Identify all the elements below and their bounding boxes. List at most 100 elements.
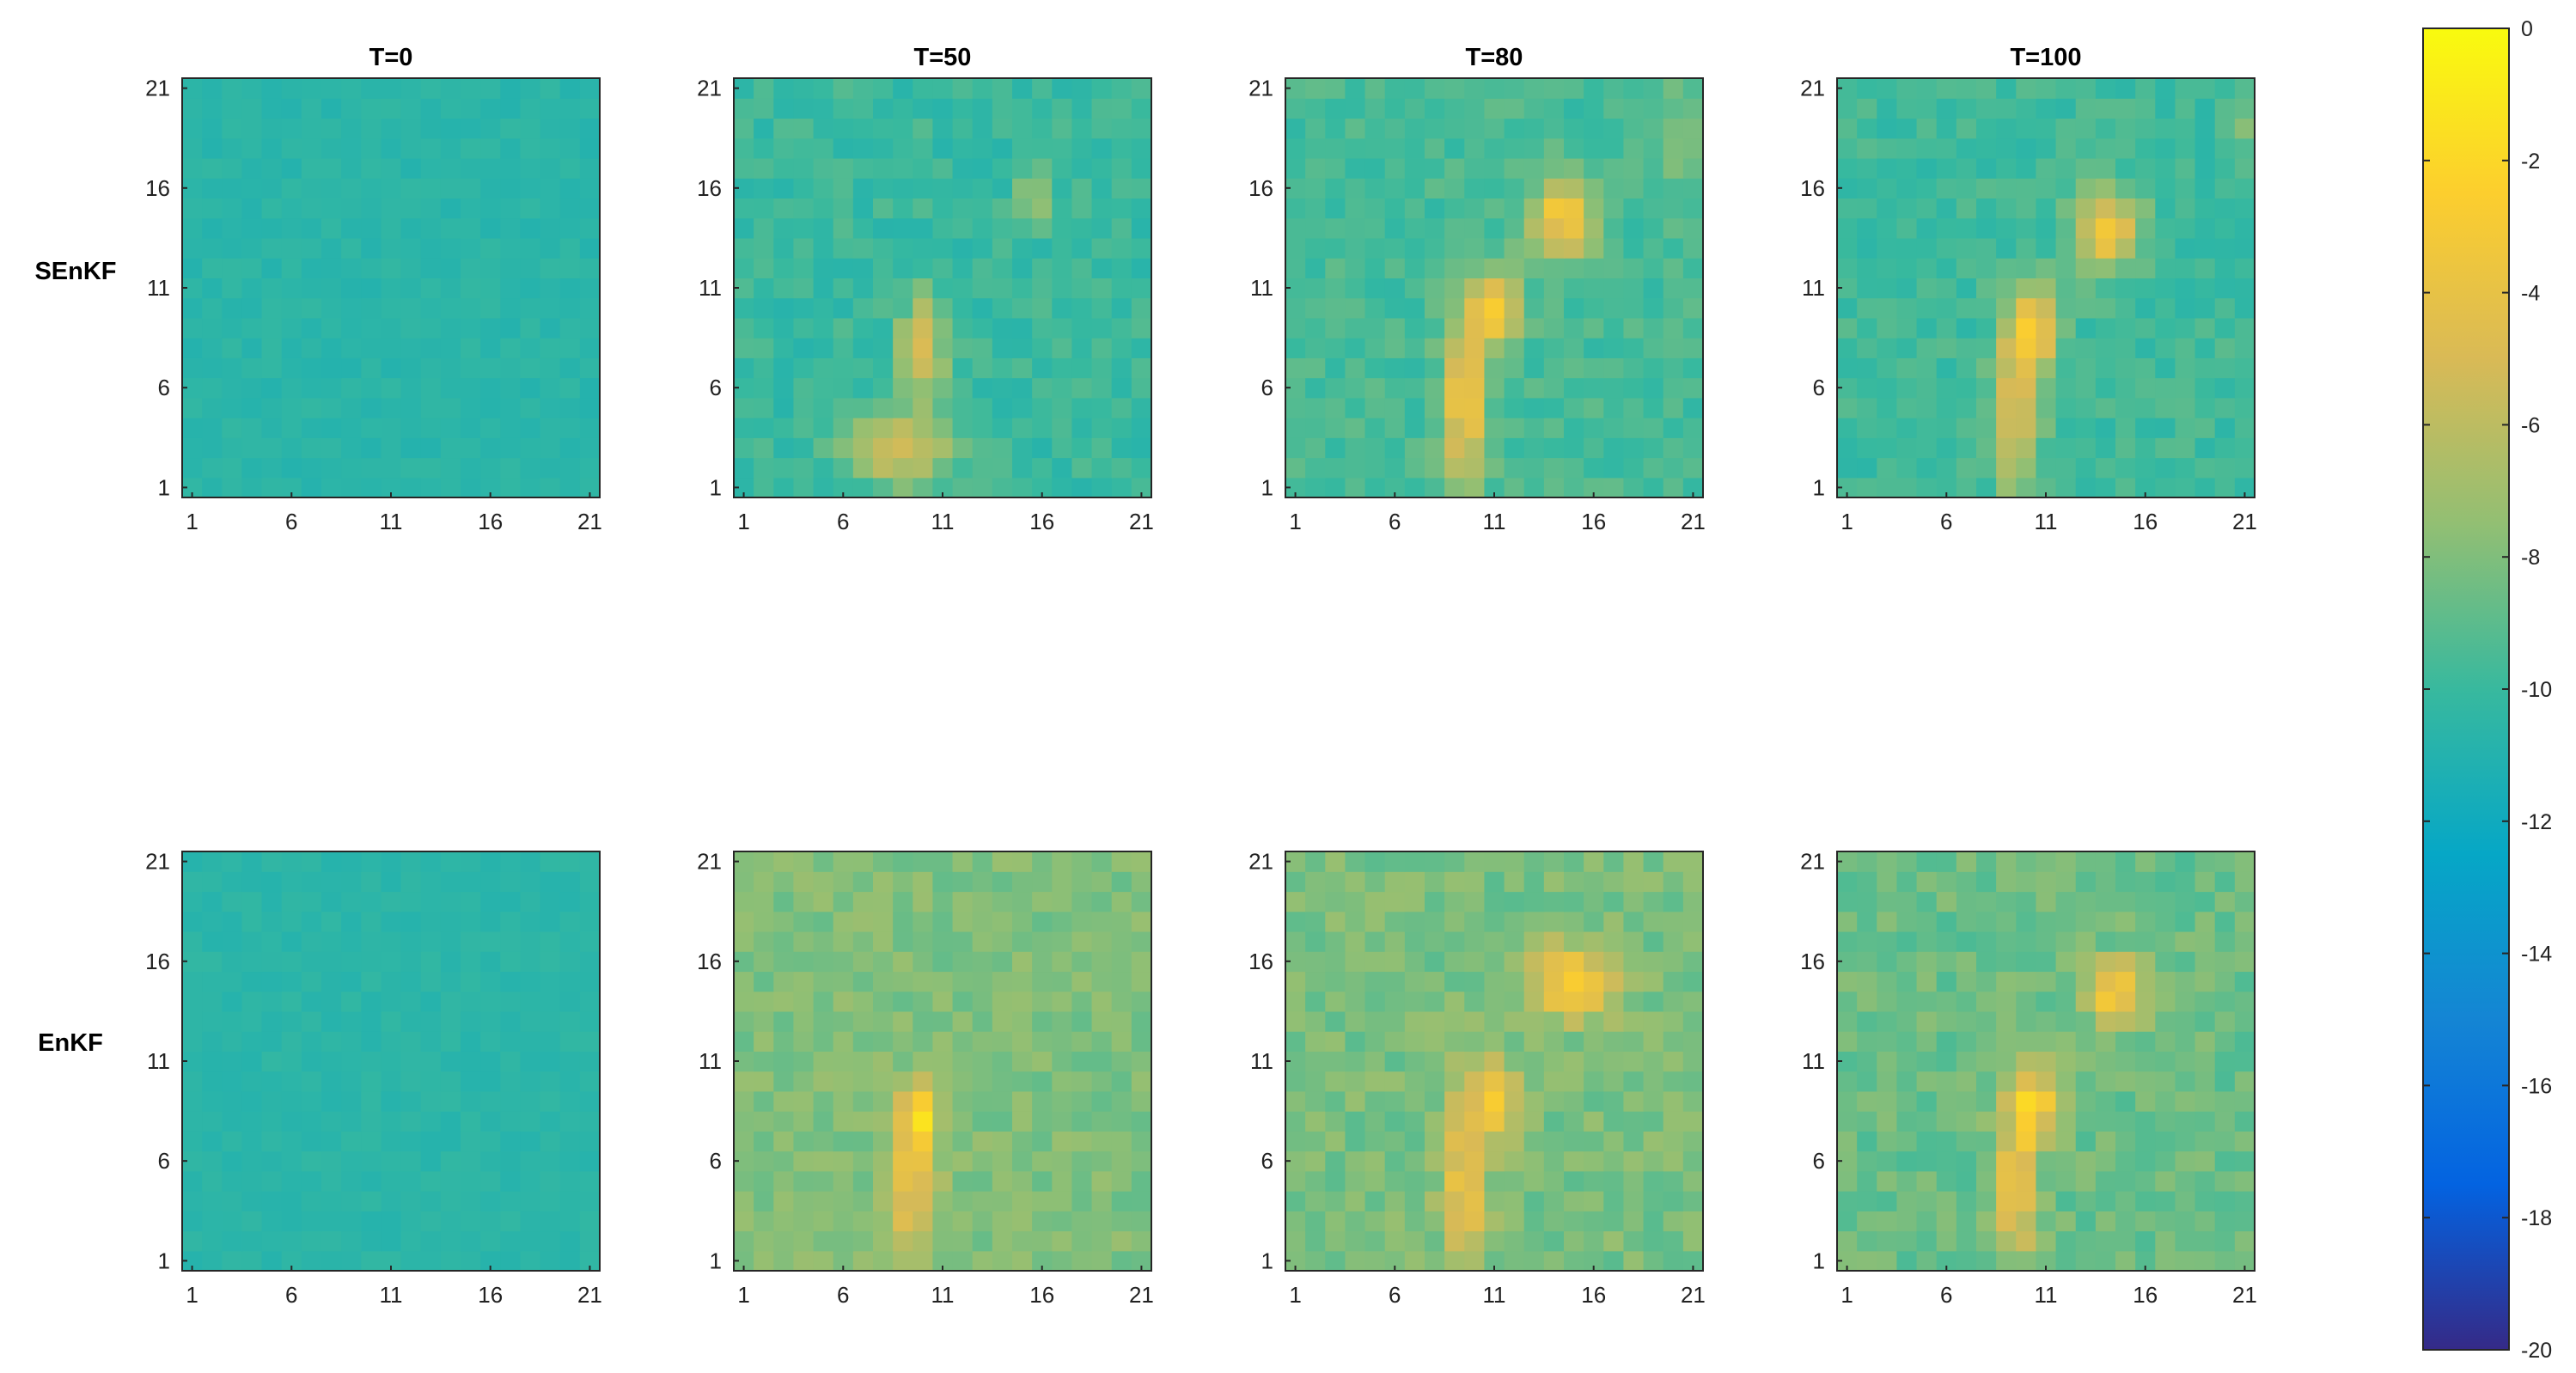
heatmap-cell <box>734 1051 754 1072</box>
heatmap-cell <box>400 851 422 872</box>
heatmap-cell <box>1663 137 1684 159</box>
heatmap-cell <box>1603 258 1625 278</box>
heatmap-cell <box>1111 278 1132 299</box>
heatmap-cell <box>1956 1051 1977 1072</box>
heatmap-cell <box>400 931 422 952</box>
heatmap-cell <box>1305 1250 1326 1272</box>
heatmap-cell <box>2175 1250 2196 1272</box>
heatmap-cell <box>1404 237 1425 259</box>
heatmap-cell <box>1111 1250 1132 1272</box>
heatmap-cell <box>2155 118 2176 139</box>
heatmap-cell <box>520 991 541 1012</box>
heatmap-cell <box>540 871 561 893</box>
heatmap-cell <box>261 98 283 119</box>
heatmap-cell <box>1896 1131 1918 1152</box>
heatmap-cell <box>1032 1191 1053 1211</box>
heatmap-cell <box>1052 991 1073 1012</box>
heatmap-cell <box>1543 1010 1565 1032</box>
heatmap-cell <box>222 278 243 299</box>
heatmap-cell <box>1663 851 1684 872</box>
heatmap-cell <box>1384 297 1406 319</box>
heatmap-cell <box>2135 357 2156 379</box>
heatmap-cell <box>1444 1170 1465 1192</box>
heatmap-cell <box>1996 437 2017 459</box>
heatmap-cell <box>1091 1051 1113 1072</box>
heatmap-cell <box>992 317 1013 339</box>
heatmap-cell <box>1071 317 1093 339</box>
heatmap-cell <box>813 137 834 159</box>
heatmap-cell <box>2075 1250 2097 1272</box>
heatmap-cell <box>1603 1090 1625 1112</box>
y-tick-label: 6 <box>158 375 170 400</box>
heatmap-cell <box>1364 437 1386 459</box>
heatmap-cell <box>773 1090 795 1112</box>
heatmap-cell <box>1936 991 1957 1012</box>
heatmap-cell <box>1384 278 1406 299</box>
heatmap-cell <box>992 911 1013 932</box>
y-tick-label: 16 <box>1248 175 1273 201</box>
heatmap-cell <box>579 118 601 139</box>
heatmap-cell <box>2214 137 2236 159</box>
heatmap-cell <box>2135 137 2156 159</box>
heatmap-cell <box>301 911 322 932</box>
heatmap-cell <box>420 297 442 319</box>
heatmap-cell <box>1325 437 1346 459</box>
heatmap-cell <box>1623 1111 1645 1132</box>
heatmap-cell <box>2234 418 2256 438</box>
heatmap-cell <box>2135 1131 2156 1152</box>
heatmap-cell <box>773 1031 795 1052</box>
heatmap-cell <box>1464 237 1486 259</box>
heatmap-cell <box>2135 1071 2156 1092</box>
heatmap-cell <box>559 931 581 952</box>
heatmap-cell <box>1877 338 1898 358</box>
heatmap-cell <box>852 457 874 479</box>
heatmap-cell <box>1071 157 1093 179</box>
heatmap-cell <box>1345 198 1366 219</box>
heatmap-cell <box>1111 931 1132 952</box>
heatmap-cell <box>1663 1131 1684 1152</box>
heatmap-cell <box>833 1031 854 1052</box>
heatmap-cell <box>873 871 894 893</box>
heatmap-cell <box>1996 1211 2017 1232</box>
heatmap-cell <box>1877 477 1898 498</box>
heatmap-cell <box>793 1051 815 1072</box>
heatmap-cell <box>1364 217 1386 239</box>
heatmap-cell <box>1504 397 1525 418</box>
heatmap-cell <box>1837 951 1858 973</box>
heatmap-cell <box>2214 297 2236 319</box>
heatmap-cell <box>1896 357 1918 379</box>
heatmap-cell <box>301 418 322 438</box>
heatmap-cell <box>1976 991 1997 1012</box>
heatmap-cell <box>992 457 1013 479</box>
heatmap-cell <box>440 78 461 99</box>
heatmap-cell <box>301 137 322 159</box>
heatmap-cell <box>1444 418 1465 438</box>
heatmap-cell <box>222 1211 243 1232</box>
heatmap-cell <box>2115 258 2136 278</box>
heatmap-cell <box>932 137 954 159</box>
heatmap-cell <box>1916 137 1938 159</box>
heatmap-cell <box>2155 1191 2176 1211</box>
heatmap-cell <box>893 1191 913 1211</box>
heatmap-cell <box>2075 157 2097 179</box>
heatmap-cell <box>2055 137 2077 159</box>
heatmap-cell <box>261 437 283 459</box>
heatmap-cell <box>540 338 561 358</box>
heatmap-cell <box>1384 931 1406 952</box>
heatmap-cell <box>321 851 342 872</box>
heatmap-cell <box>754 931 774 952</box>
heatmap-cell <box>1464 1150 1486 1172</box>
y-tick-label: 6 <box>710 375 722 400</box>
heatmap-cell <box>2075 871 2097 893</box>
heatmap-cell <box>1877 851 1898 872</box>
heatmap-cell <box>1857 217 1877 239</box>
heatmap-cell <box>2036 437 2057 459</box>
heatmap-cell <box>893 258 913 278</box>
heatmap-cell <box>520 377 541 399</box>
heatmap-cell <box>2095 137 2116 159</box>
heatmap-cell <box>500 971 522 992</box>
heatmap-cell <box>1857 118 1877 139</box>
heatmap-cell <box>1523 931 1545 952</box>
heatmap-cell <box>773 178 795 199</box>
heatmap-cell <box>1564 237 1584 259</box>
